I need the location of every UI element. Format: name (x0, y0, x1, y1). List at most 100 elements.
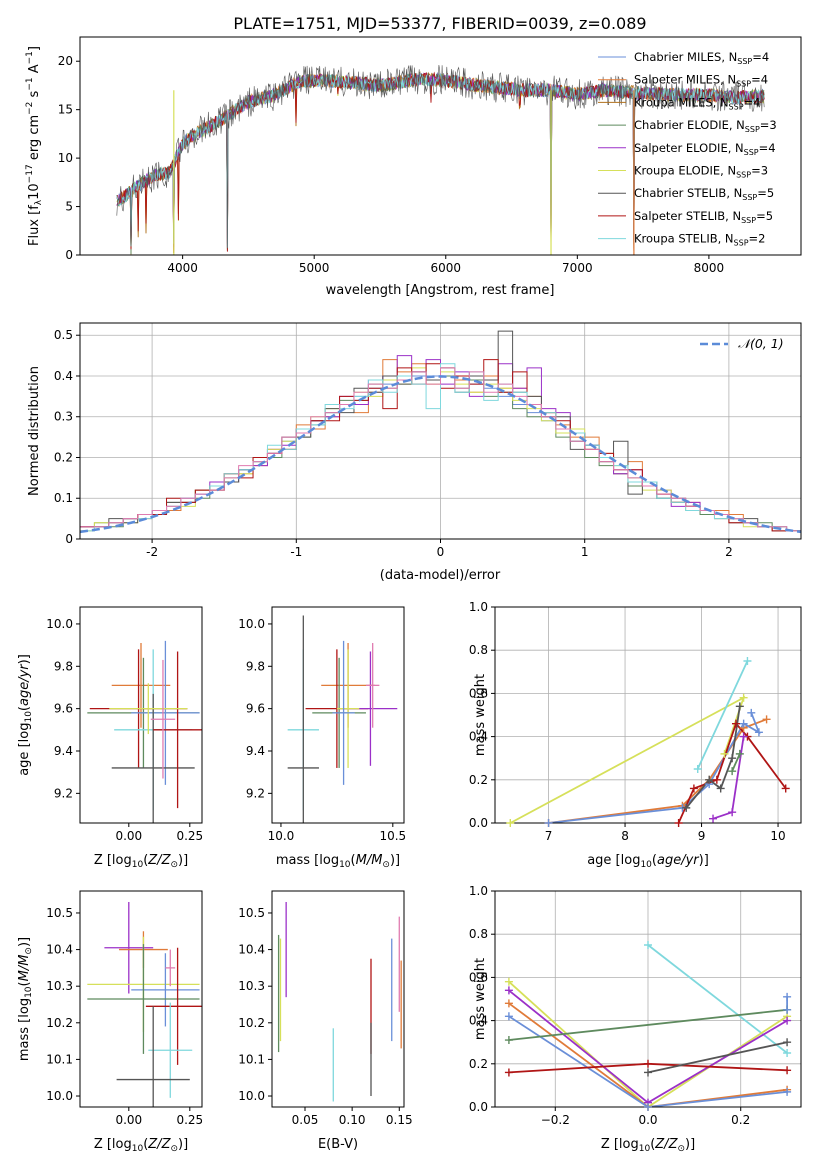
plus-marker (781, 784, 790, 793)
legend-text: Salpeter ELODIE, N (634, 141, 744, 155)
label-part: mass [log (17, 998, 32, 1061)
label-part: ⊙ (24, 947, 34, 955)
legend-suffix: =4 (759, 141, 776, 155)
y-tick-label: 20 (58, 54, 73, 68)
legend-sub: SSP (736, 171, 751, 180)
y-tick-label: 10.5 (238, 906, 265, 920)
plus-marker (504, 1036, 513, 1045)
plus-marker (720, 749, 729, 758)
x-tick-label: 0.25 (176, 829, 203, 843)
axes-frame (79, 36, 802, 256)
plus-marker (504, 1012, 513, 1021)
y-axis-label: mass [log10(M/M⊙)] (17, 937, 34, 1061)
plus-marker (504, 1068, 513, 1077)
plus-marker (783, 1038, 792, 1047)
spectrum-panel: 4000 5000 6000 7000 8000 0 5 10 15 20 Chabrier MIL… (25, 36, 802, 298)
axes-frame (79, 606, 203, 824)
y-tick-label: 10.4 (238, 943, 265, 957)
y-tick-label: 0.4 (469, 1014, 488, 1028)
legend-text: Chabrier STELIB, N (634, 186, 742, 200)
x-tick-label: 4000 (167, 261, 198, 275)
x-tick-label: 0 (437, 545, 445, 559)
label-part: age/yr (17, 663, 32, 706)
legend-text: Chabrier ELODIE, N (634, 118, 745, 132)
plus-marker (544, 819, 553, 827)
x-tick-label: 1 (581, 545, 589, 559)
label-part: mass [log (276, 853, 339, 868)
plus-marker (716, 784, 725, 793)
axes-frame (79, 890, 203, 1108)
legend-entry: Salpeter MILES, NSSP=4 (634, 73, 768, 89)
label-part: 10 (132, 860, 144, 870)
y-tick-label: 9.2 (246, 786, 265, 800)
plot-area (116, 64, 765, 255)
x-axis-label: Z [log10(Z/Z⊙)] (94, 1137, 188, 1154)
plus-marker (739, 719, 748, 728)
legend-entry: Kroupa STELIB, NSSP=2 (634, 232, 765, 248)
plus-marker (739, 693, 748, 702)
legend-entry: 𝒩(0, 1) (738, 336, 784, 351)
y-tick-label: 0.6 (469, 686, 488, 700)
y-axis-label: age [log10(age/yr)] (17, 654, 34, 776)
x-tick-label: 10.0 (268, 829, 295, 843)
x-axis-label: wavelength [Angstrom, rest frame] (326, 283, 555, 298)
x-axis-label: age [log10(age/yr)] (587, 853, 709, 870)
legend-suffix: =5 (756, 209, 773, 223)
y-tick-label: 0 (65, 248, 73, 262)
label-part: A (27, 64, 42, 77)
plus-marker (644, 941, 652, 949)
figure-title: PLATE=1751, MJD=53377, FIBERID=0039, z=0… (233, 14, 646, 33)
y-tick-label: 10 (58, 151, 73, 165)
label-part: Z/Z (147, 853, 171, 868)
plus-marker (754, 728, 763, 737)
y-tick-label: 0.6 (469, 970, 488, 984)
plot-area (509, 660, 787, 823)
spectrum-line (116, 64, 765, 253)
plus-marker (747, 708, 756, 717)
label-part: )] (390, 853, 400, 868)
x-tick-label: 0.0 (638, 1113, 657, 1127)
plus-marker (644, 1103, 652, 1111)
x-axis-label: Z [log10(Z/Z⊙)] (94, 853, 188, 870)
mass-weight-line (509, 695, 746, 823)
y-tick-label: 10.0 (238, 617, 265, 631)
label-part: age [log (587, 853, 640, 868)
legend-suffix: =4 (751, 73, 768, 87)
legend-sub: SSP (736, 80, 751, 89)
y-tick-label: 0.2 (469, 1057, 488, 1071)
gaussian-curve (80, 375, 801, 534)
plus-marker (783, 1016, 792, 1025)
label-part: Z [log (601, 1137, 639, 1152)
y-tick-label: 0.2 (54, 450, 73, 464)
plus-marker (783, 1066, 792, 1075)
label-part: )] (17, 654, 32, 664)
label-part: Z [log (94, 853, 132, 868)
legend-suffix: =5 (757, 186, 774, 200)
x-tick-label: 8 (621, 829, 629, 843)
legend-entry: Kroupa ELODIE, NSSP=3 (634, 164, 768, 180)
plus-marker (743, 657, 752, 665)
mass-vs-extinction-panel: 0.05 0.10 0.15 10.0 10.1 10.2 10.3 10.4 10.5 E(B-… (238, 890, 413, 1152)
x-axis-label: (data-model)/error (380, 568, 501, 583)
y-tick-label: 0.4 (54, 369, 73, 383)
plus-marker (783, 992, 792, 1001)
legend-suffix: =3 (751, 164, 768, 178)
plus-marker (783, 1049, 792, 1057)
label-part: ⊙ (677, 1144, 685, 1154)
x-axis-label: mass [log10(M/M⊙)] (276, 853, 400, 870)
y-tick-label: 10.3 (238, 979, 265, 993)
x-tick-label: 0.2 (731, 1113, 750, 1127)
label-part: 10 (132, 1144, 144, 1154)
y-tick-label: 10.0 (46, 1089, 73, 1103)
mass-weight-line (696, 660, 749, 770)
x-tick-label: 8000 (694, 261, 725, 275)
plus-marker (644, 1059, 652, 1068)
plus-marker (504, 999, 513, 1008)
plus-marker (682, 803, 691, 812)
y-tick-label: 10.2 (238, 1016, 265, 1030)
legend-text: Salpeter STELIB, N (634, 209, 741, 223)
mass-weight-line (548, 712, 761, 823)
label-part: −17 (25, 164, 35, 183)
